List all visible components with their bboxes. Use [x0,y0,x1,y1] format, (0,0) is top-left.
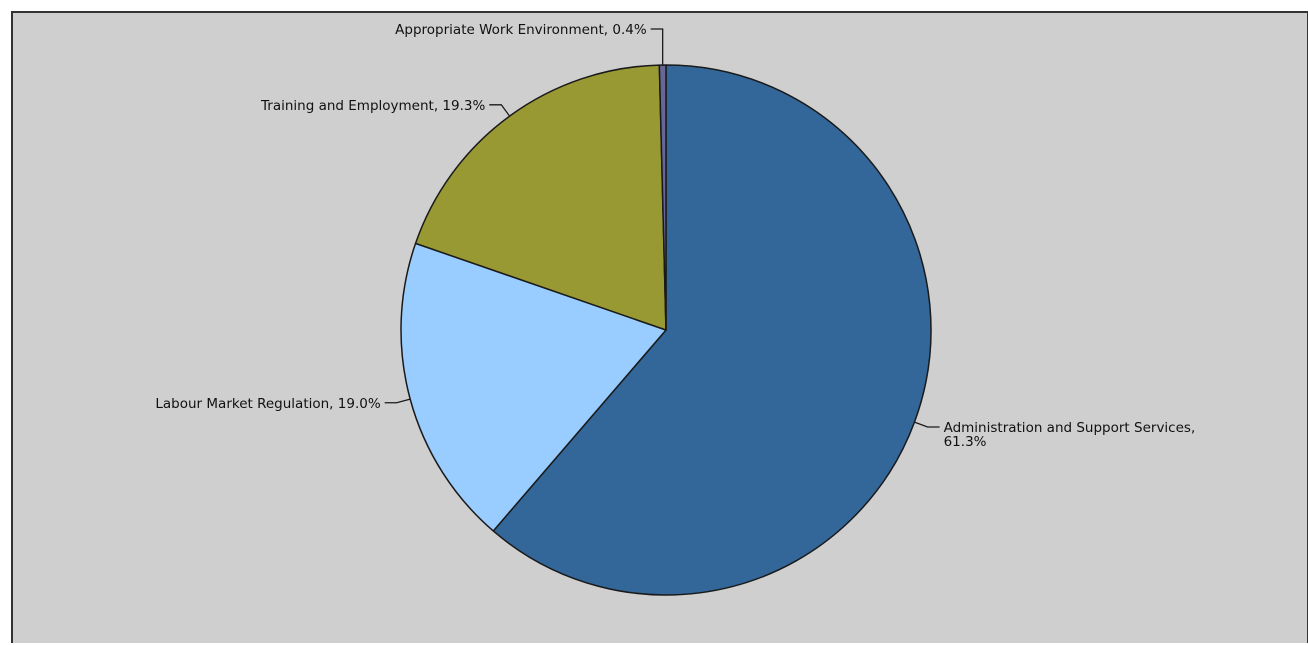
slice-label: Administration and Support Services, 61.3… [944,420,1196,450]
pie-slice-administration-and-support-services [492,64,932,596]
pie-leader-lines [384,28,940,428]
pie-slices [400,64,932,596]
slice-label-line: Training and Employment, 19.3% [260,98,485,114]
slice-label: Training and Employment, 19.3% [260,98,485,114]
pie-labels: Administration and Support Services, 61.3… [155,22,1195,450]
slice-label-line: Administration and Support Services, [944,420,1196,436]
chart-panel: Administration and Support Services, 61.3… [11,11,1308,643]
slice-label: Labour Market Regulation, 19.0% [155,396,380,412]
leader-line [384,398,411,404]
leader-line [914,421,940,428]
pie-slice-appropriate-work-environment [658,64,667,331]
slice-label-line: Labour Market Regulation, 19.0% [155,396,380,412]
slice-label-line: Appropriate Work Environment, 0.4% [395,22,647,38]
pie-chart: Administration and Support Services, 61.3… [155,22,1195,596]
leader-line [489,104,511,117]
slice-label: Appropriate Work Environment, 0.4% [395,22,647,38]
leader-line [650,28,664,66]
slice-label-line: 61.3% [944,434,987,450]
